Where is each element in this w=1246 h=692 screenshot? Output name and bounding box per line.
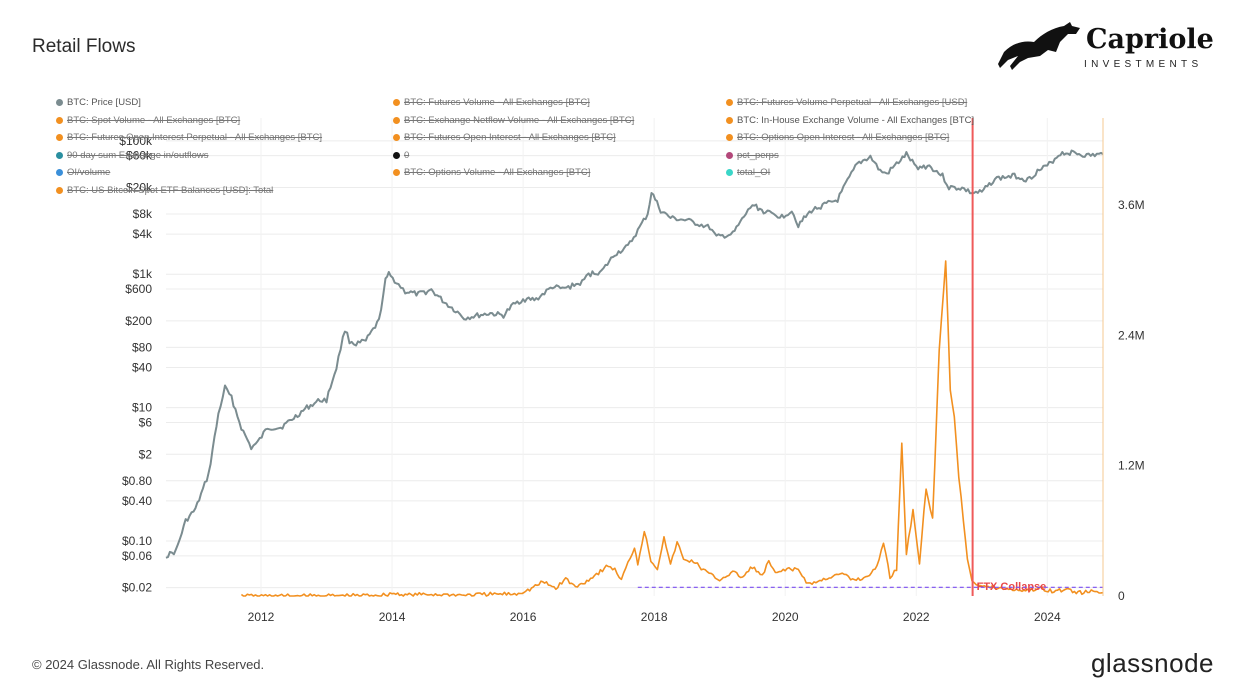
gridlines <box>166 118 1103 596</box>
y-left-tick-label: $10 <box>132 401 152 415</box>
series-line-in-house-volume <box>240 260 1104 597</box>
capriole-logo: Capriole INVESTMENTS <box>998 22 1220 76</box>
axes-layer: $100k$60k$20k$8k$4k$1k$600$200$80$40$10$… <box>119 118 1145 624</box>
logo-tagline: INVESTMENTS <box>1084 59 1203 70</box>
y-left-tick-label: $0.40 <box>122 494 152 508</box>
x-tick-label: 2020 <box>772 610 799 624</box>
y-left-tick-label: $600 <box>125 282 152 296</box>
series-layer <box>165 149 1104 597</box>
x-tick-label: 2014 <box>379 610 406 624</box>
y-left-tick-label: $1k <box>133 267 153 281</box>
y-left-tick-label: $0.02 <box>122 581 152 595</box>
y-right-tick-label: 3.6M <box>1118 198 1145 212</box>
x-tick-label: 2016 <box>510 610 537 624</box>
page-title: Retail Flows <box>32 36 136 57</box>
y-left-tick-label: $0.06 <box>122 549 152 563</box>
y-left-tick-label: $0.10 <box>122 534 152 548</box>
y-left-tick-label: $2 <box>139 447 153 461</box>
x-tick-label: 2012 <box>248 610 275 624</box>
x-tick-label: 2022 <box>903 610 930 624</box>
y-left-tick-label: $40 <box>132 360 152 374</box>
annotation-layer: FTX Collapse <box>637 118 1103 596</box>
x-tick-label: 2024 <box>1034 610 1061 624</box>
y-left-tick-label: $8k <box>133 207 153 221</box>
horse-icon <box>998 22 1080 70</box>
y-right-tick-label: 1.2M <box>1118 459 1145 473</box>
y-right-tick-label: 2.4M <box>1118 328 1145 342</box>
logo-name: Capriole <box>1086 24 1214 55</box>
copyright-footer: © 2024 Glassnode. All Rights Reserved. <box>32 657 265 672</box>
y-left-tick-label: $100k <box>119 134 153 148</box>
series-line-btc-price <box>165 149 1104 559</box>
glassnode-brand: glassnode <box>1090 648 1214 678</box>
y-left-tick-label: $200 <box>125 314 152 328</box>
x-tick-label: 2018 <box>641 610 668 624</box>
y-left-tick-label: $6 <box>139 415 153 429</box>
y-left-tick-label: $60k <box>126 149 153 163</box>
y-left-tick-label: $0.80 <box>122 474 152 488</box>
y-left-tick-label: $20k <box>126 180 153 194</box>
y-left-tick-label: $4k <box>133 227 153 241</box>
y-left-tick-label: $80 <box>132 340 152 354</box>
y-right-tick-label: 0 <box>1118 589 1125 603</box>
